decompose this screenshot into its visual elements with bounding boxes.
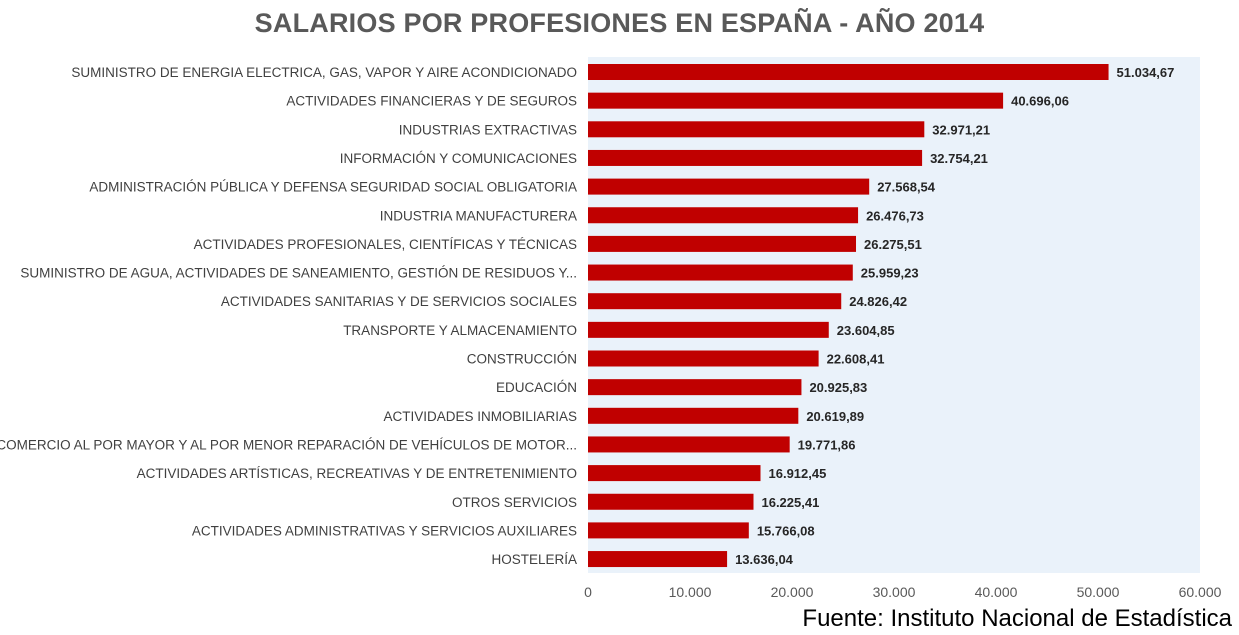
- x-tick-label: 60.000: [1179, 584, 1222, 600]
- plot-area: [588, 57, 1200, 573]
- data-label: 27.568,54: [877, 180, 936, 195]
- data-label: 20.925,83: [809, 380, 867, 395]
- bar: [588, 92, 1004, 109]
- category-label: SUMINISTRO DE ENERGIA ELECTRICA, GAS, VA…: [71, 65, 577, 80]
- category-label: SUMINISTRO DE AGUA, ACTIVIDADES DE SANEA…: [20, 266, 577, 281]
- category-label: ACTIVIDADES PROFESIONALES, CIENTÍFICAS Y…: [194, 237, 577, 252]
- category-label: HOSTELERÍA: [491, 552, 577, 567]
- category-label: ACTIVIDADES ARTÍSTICAS, RECREATIVAS Y DE…: [137, 466, 577, 481]
- category-label: ACTIVIDADES FINANCIERAS Y DE SEGUROS: [286, 94, 577, 109]
- data-label: 24.826,42: [849, 294, 907, 309]
- data-label: 15.766,08: [757, 523, 815, 538]
- data-label: 40.696,06: [1011, 94, 1069, 109]
- bar: [588, 465, 761, 482]
- bar: [588, 522, 749, 539]
- chart-title: SALARIOS POR PROFESIONES EN ESPAÑA - AÑO…: [254, 8, 985, 38]
- category-label: INDUSTRIAS EXTRACTIVAS: [399, 122, 577, 137]
- category-label: EDUCACIÓN: [496, 380, 577, 395]
- category-label: OTROS SERVICIOS: [452, 495, 577, 510]
- data-label: 23.604,85: [837, 323, 895, 338]
- data-label: 13.636,04: [735, 552, 794, 567]
- bar: [588, 121, 925, 138]
- data-label: 25.959,23: [861, 266, 919, 281]
- data-label: 26.476,73: [866, 208, 924, 223]
- bar: [588, 264, 853, 281]
- bar: [588, 350, 819, 367]
- source-note: Fuente: Instituto Nacional de Estadístic…: [802, 605, 1232, 632]
- data-label: 51.034,67: [1117, 65, 1175, 80]
- bar: [588, 551, 728, 568]
- category-label: ACTIVIDADES ADMINISTRATIVAS Y SERVICIOS …: [192, 523, 577, 538]
- x-tick-label: 50.000: [1077, 584, 1120, 600]
- bar: [588, 407, 799, 424]
- bar: [588, 293, 842, 310]
- bar: [588, 149, 923, 166]
- bar: [588, 207, 859, 224]
- category-label: CONSTRUCCIÓN: [467, 352, 577, 367]
- x-tick-label: 10.000: [669, 584, 712, 600]
- category-label: COMERCIO AL POR MAYOR Y AL POR MENOR REP…: [0, 437, 577, 452]
- bar: [588, 436, 790, 453]
- category-label: TRANSPORTE Y ALMACENAMIENTO: [343, 323, 577, 338]
- data-label: 26.275,51: [864, 237, 922, 252]
- category-label: ADMINISTRACIÓN PÚBLICA Y DEFENSA SEGURID…: [89, 180, 577, 195]
- data-label: 16.225,41: [761, 495, 819, 510]
- bar: [588, 493, 754, 510]
- x-tick-label: 20.000: [771, 584, 814, 600]
- data-label: 16.912,45: [769, 466, 827, 481]
- bar: [588, 178, 870, 195]
- bar: [588, 379, 802, 396]
- category-label: ACTIVIDADES SANITARIAS Y DE SERVICIOS SO…: [221, 294, 577, 309]
- data-label: 20.619,89: [806, 409, 864, 424]
- bar: [588, 321, 829, 338]
- category-label: INFORMACIÓN Y COMUNICACIONES: [340, 151, 577, 166]
- x-tick-label: 30.000: [873, 584, 916, 600]
- data-label: 22.608,41: [827, 352, 885, 367]
- category-label: ACTIVIDADES INMOBILIARIAS: [383, 409, 577, 424]
- data-label: 32.754,21: [930, 151, 988, 166]
- x-tick-label: 0: [584, 584, 592, 600]
- category-label: INDUSTRIA MANUFACTURERA: [380, 208, 577, 223]
- data-label: 19.771,86: [798, 437, 856, 452]
- bar: [588, 64, 1109, 80]
- data-label: 32.971,21: [932, 122, 990, 137]
- x-tick-label: 40.000: [975, 584, 1018, 600]
- bar: [588, 235, 857, 252]
